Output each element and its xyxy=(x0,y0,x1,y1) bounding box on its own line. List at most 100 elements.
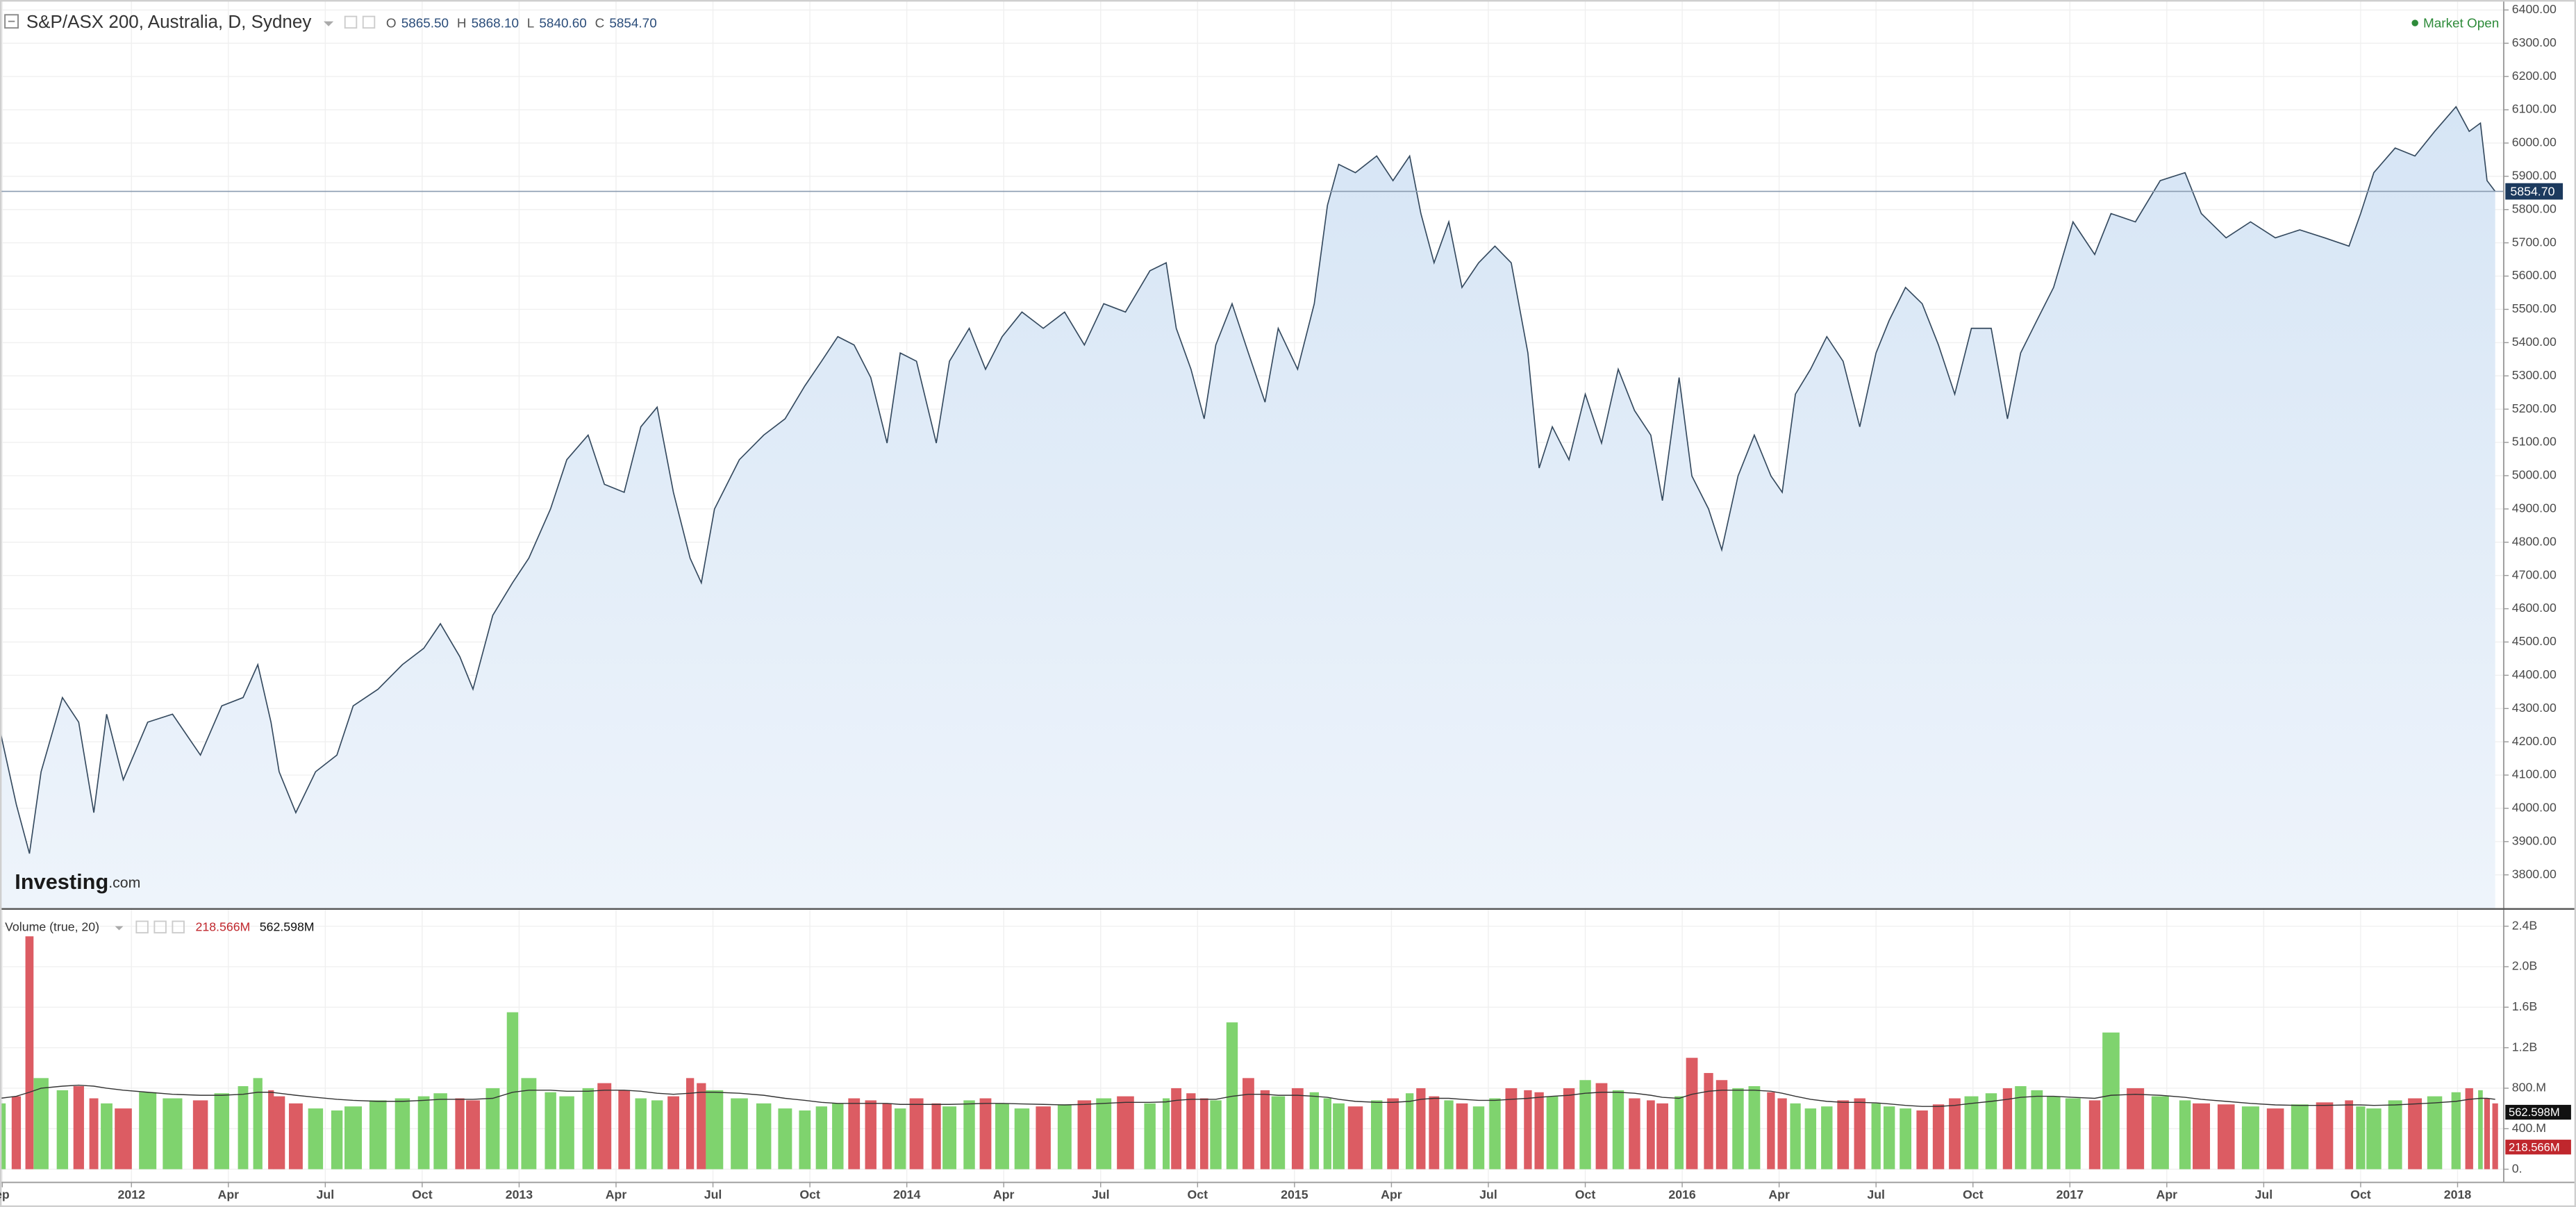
volume-bar xyxy=(2031,1090,2043,1169)
ohlc-label: O xyxy=(386,16,397,31)
volume-bar xyxy=(1854,1098,1865,1169)
volume-bar xyxy=(1686,1058,1698,1169)
volume-bar xyxy=(582,1088,595,1169)
y-tick-label: 4200.00 xyxy=(2512,734,2557,748)
x-tick-label: 2013 xyxy=(506,1188,533,1201)
volume-dropdown[interactable] xyxy=(115,926,124,931)
volume-bar xyxy=(1804,1108,1817,1169)
volume-bar xyxy=(2408,1098,2423,1169)
volume-bar xyxy=(1579,1080,1591,1169)
volume-bar xyxy=(2356,1106,2366,1169)
volume-bar xyxy=(2151,1096,2169,1169)
volume-bar xyxy=(635,1098,647,1169)
volume-bar xyxy=(2193,1103,2211,1169)
volume-bar xyxy=(799,1110,811,1169)
x-tick-label: ep xyxy=(0,1188,10,1201)
y-tick-label: 4500.00 xyxy=(2512,634,2557,648)
volume-ma-tag-label: 562.598M xyxy=(2509,1106,2560,1119)
volume-bar xyxy=(1117,1096,1134,1169)
y-tick-label: 6300.00 xyxy=(2512,35,2557,49)
x-tick-label: 2015 xyxy=(1281,1188,1308,1201)
volume-bar xyxy=(963,1100,975,1169)
volume-bar xyxy=(756,1103,772,1169)
volume-bar xyxy=(909,1098,924,1169)
volume-bar xyxy=(1199,1098,1208,1169)
y-tick-label: 3800.00 xyxy=(2512,867,2557,881)
ohlc-value: 5868.10 xyxy=(472,16,519,31)
volume-bar xyxy=(1656,1103,1669,1169)
volume-bar xyxy=(2088,1100,2101,1169)
volume-bar xyxy=(815,1106,828,1169)
close-icon[interactable] xyxy=(362,15,376,29)
y-tick-label: 4100.00 xyxy=(2512,767,2557,781)
y-tick-label: 5700.00 xyxy=(2512,235,2557,249)
y-tick-label: 5500.00 xyxy=(2512,301,2557,315)
volume-bar xyxy=(995,1103,1009,1169)
ohlc-value: 5854.70 xyxy=(609,16,656,31)
volume-bar xyxy=(1964,1096,1979,1169)
y-tick-label: 4600.00 xyxy=(2512,601,2557,615)
volume-bar xyxy=(2427,1096,2443,1169)
volume-icon[interactable] xyxy=(135,920,149,934)
volume-bar xyxy=(2015,1086,2027,1169)
volume-bar xyxy=(1675,1096,1684,1169)
volume-bar xyxy=(25,936,34,1169)
volume-bar xyxy=(214,1093,230,1169)
settings-icon[interactable] xyxy=(344,15,358,29)
volume-bar xyxy=(369,1100,387,1169)
x-tick-label: 2012 xyxy=(118,1188,146,1201)
volume-bar xyxy=(89,1098,99,1169)
volume-bar xyxy=(942,1106,957,1169)
x-tick-label: Oct xyxy=(799,1188,820,1201)
volume-bar xyxy=(1595,1083,1608,1169)
collapse-icon[interactable] xyxy=(4,14,19,29)
y2-tick-label: 1.6B xyxy=(2512,999,2537,1013)
volume-bar xyxy=(2366,1108,2382,1169)
volume-bar xyxy=(1096,1098,1112,1169)
ohlc-readout: O 5865.50 H 5868.10 L 5840.60 C 5854.70 xyxy=(386,16,657,31)
x-tick-label: 2018 xyxy=(2444,1188,2472,1201)
chart-title: S&P/ASX 200, Australia, D, Sydney xyxy=(26,11,312,32)
x-tick-label: Jul xyxy=(1092,1188,1110,1201)
x-tick-label: 2017 xyxy=(2056,1188,2084,1201)
volume-bar xyxy=(731,1098,748,1169)
y-tick-label: 6400.00 xyxy=(2512,2,2557,16)
market-status-dot xyxy=(2411,19,2418,26)
y-tick-label: 4300.00 xyxy=(2512,701,2557,715)
volume-bar xyxy=(1416,1088,1426,1169)
x-tick-label: Apr xyxy=(993,1188,1015,1201)
volume-bar xyxy=(979,1098,992,1169)
volume-tag-label: 218.566M xyxy=(2509,1140,2560,1154)
volume-bar xyxy=(882,1103,892,1169)
y2-tick-label: 400.M xyxy=(2512,1121,2546,1135)
volume-bar xyxy=(308,1108,324,1169)
volume-bar xyxy=(1163,1098,1170,1169)
volume-bar xyxy=(1821,1106,1833,1169)
brand-logo: Investing.com xyxy=(15,869,140,894)
volume-bar xyxy=(832,1103,844,1169)
volume-bar xyxy=(1871,1103,1881,1169)
volume-bar xyxy=(521,1078,537,1169)
volume-bar xyxy=(1534,1092,1544,1169)
volume-bar xyxy=(1347,1106,1363,1169)
ohlc-label: L xyxy=(527,16,535,31)
x-tick-label: Apr xyxy=(1768,1188,1790,1201)
volume-bar xyxy=(651,1100,663,1169)
brand-suffix: .com xyxy=(108,874,140,891)
x-tick-label: Oct xyxy=(1575,1188,1596,1201)
volume-bar xyxy=(2002,1088,2013,1169)
volume-current: 218.566M xyxy=(195,920,250,934)
volume-icon[interactable] xyxy=(172,920,185,934)
y-tick-label: 4900.00 xyxy=(2512,501,2557,515)
y-tick-label: 4400.00 xyxy=(2512,667,2557,681)
volume-icon[interactable] xyxy=(153,920,167,934)
y-tick-label: 3900.00 xyxy=(2512,834,2557,848)
volume-bar xyxy=(597,1083,612,1169)
x-tick-label: Jul xyxy=(317,1188,335,1201)
y-tick-label: 4700.00 xyxy=(2512,567,2557,581)
volume-bar xyxy=(2451,1092,2461,1169)
title-dropdown[interactable] xyxy=(323,21,334,26)
volume-pane xyxy=(0,936,2498,1169)
